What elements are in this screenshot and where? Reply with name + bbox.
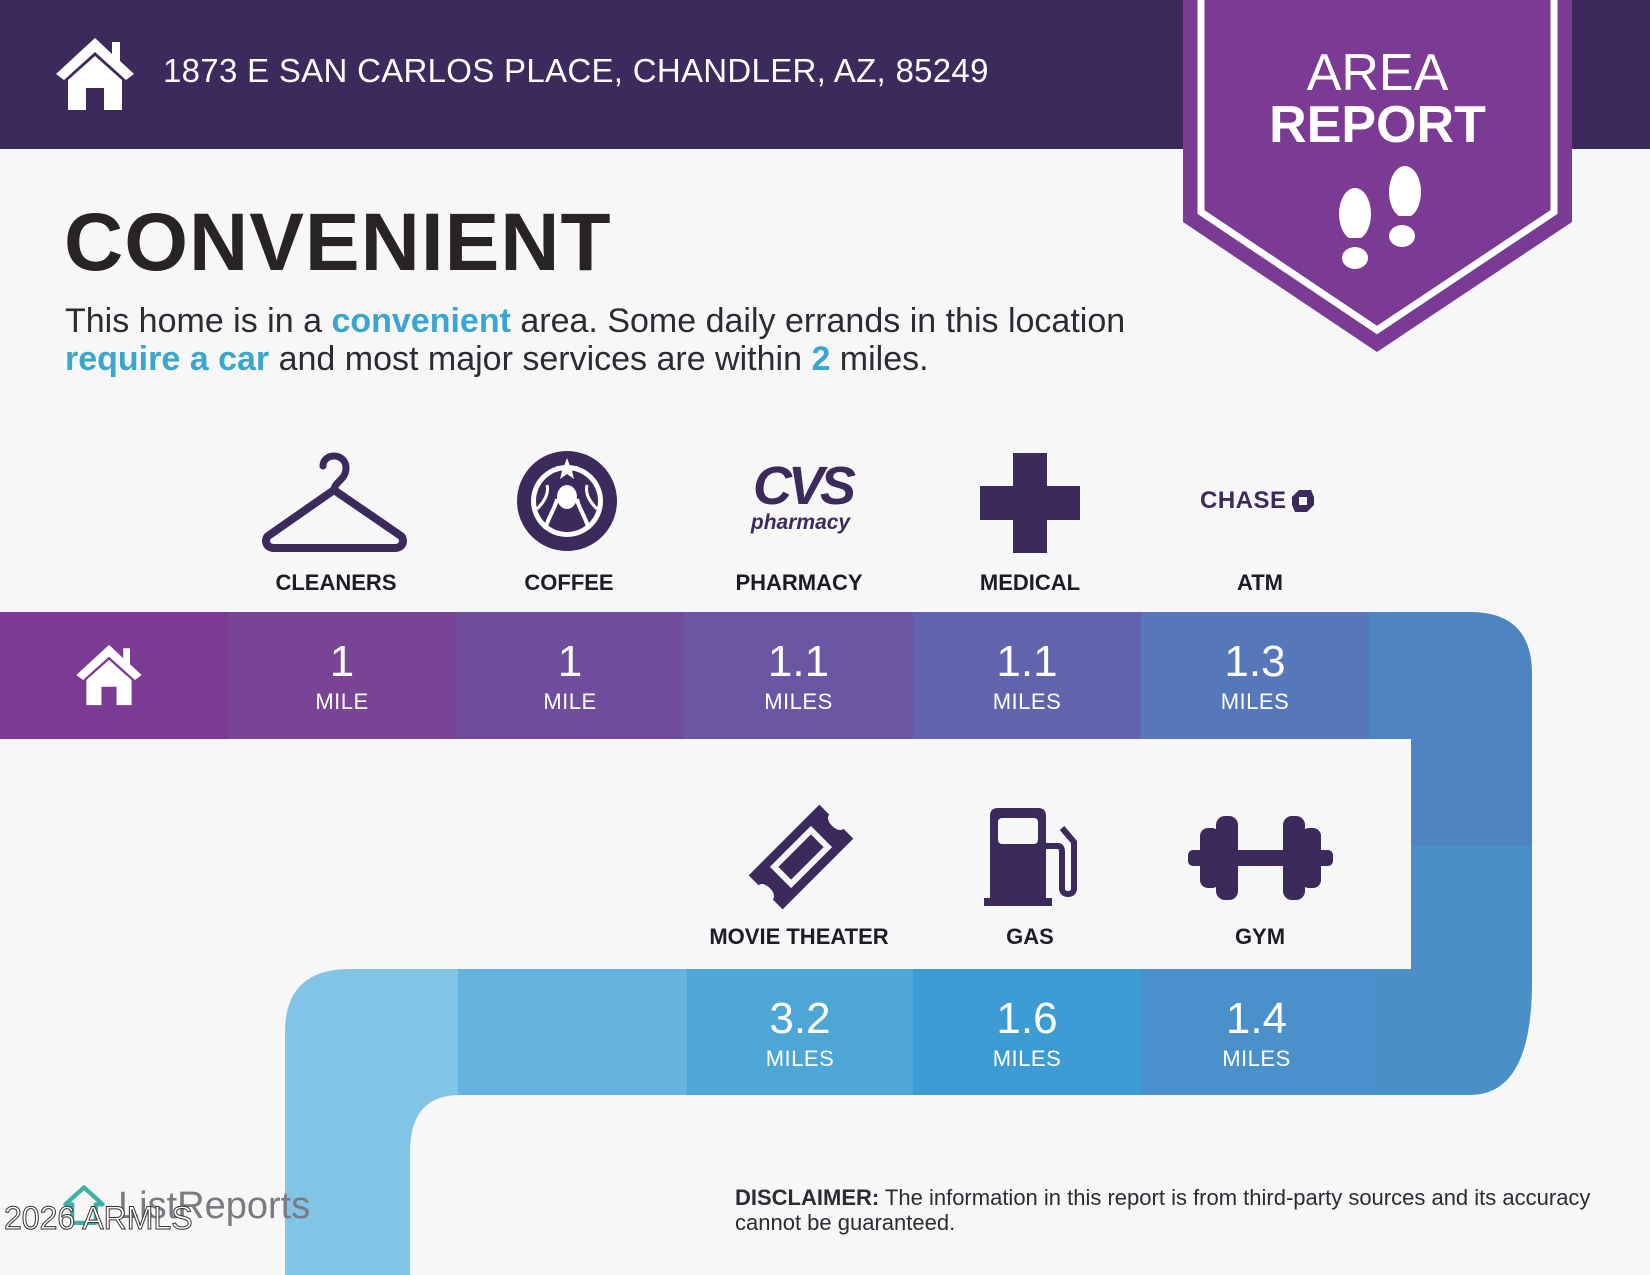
label-cleaners: CLEANERS <box>275 570 397 595</box>
listreports-logo-icon <box>63 1185 105 1226</box>
label-atm: ATM <box>1236 570 1284 595</box>
distance-gas: 1.6 MILES <box>992 994 1062 1071</box>
property-address: 1873 E SAN CARLOS PLACE, CHANDLER, AZ, 8… <box>163 52 989 89</box>
area-report-badge <box>1183 0 1572 352</box>
distance-pharmacy: 1.1 MILES <box>764 637 833 714</box>
starbucks-logo <box>517 451 617 551</box>
gas-pump-icon <box>984 808 1077 906</box>
badge-title-line2: REPORT <box>1269 96 1486 154</box>
disclaimer: DISCLAIMER: The information in this repo… <box>735 1185 1595 1235</box>
page-title: CONVENIENT <box>64 197 612 288</box>
chase-logo: CHASE <box>1200 486 1322 516</box>
summary-text: This home is in a convenient area. Some … <box>65 302 1126 378</box>
label-pharmacy: PHARMACY <box>735 570 863 595</box>
distance-cleaners: 1 MILE <box>315 637 369 714</box>
label-movie-theater: MOVIE THEATER <box>709 924 889 949</box>
label-gas: GAS <box>1006 924 1054 949</box>
ticket-icon <box>748 804 854 910</box>
brand-name: ListReports <box>118 1185 311 1227</box>
label-medical: MEDICAL <box>979 570 1081 595</box>
house-icon <box>76 644 142 706</box>
distance-medical: 1.1 MILES <box>992 637 1062 714</box>
distance-movie-theater: 3.2 MILES <box>765 994 835 1071</box>
disclaimer-text: The information in this report is from t… <box>735 1185 1591 1235</box>
disclaimer-label: DISCLAIMER: <box>735 1185 880 1210</box>
badge-title-line1: AREA <box>1306 44 1449 102</box>
distance-atm: 1.3 MILES <box>1220 637 1290 714</box>
dumbbell-icon <box>1188 816 1333 900</box>
label-gym: GYM <box>1234 924 1286 949</box>
distance-coffee: 1 MILE <box>543 637 597 714</box>
label-coffee: COFFEE <box>524 570 614 595</box>
hanger-icon <box>262 452 407 552</box>
distance-gym: 1.4 MILES <box>1222 994 1291 1071</box>
route-inner-curve <box>0 739 1411 969</box>
chase-octagon-icon <box>1291 490 1314 512</box>
cvs-pharmacy-logo: CVS pharmacy <box>750 456 856 534</box>
route-path <box>0 612 1532 1275</box>
copyright-watermark: 2026 ARMLS <box>4 1200 194 1237</box>
medical-cross-icon <box>980 453 1080 553</box>
footprints-icon <box>1338 166 1421 269</box>
house-icon <box>56 38 134 110</box>
